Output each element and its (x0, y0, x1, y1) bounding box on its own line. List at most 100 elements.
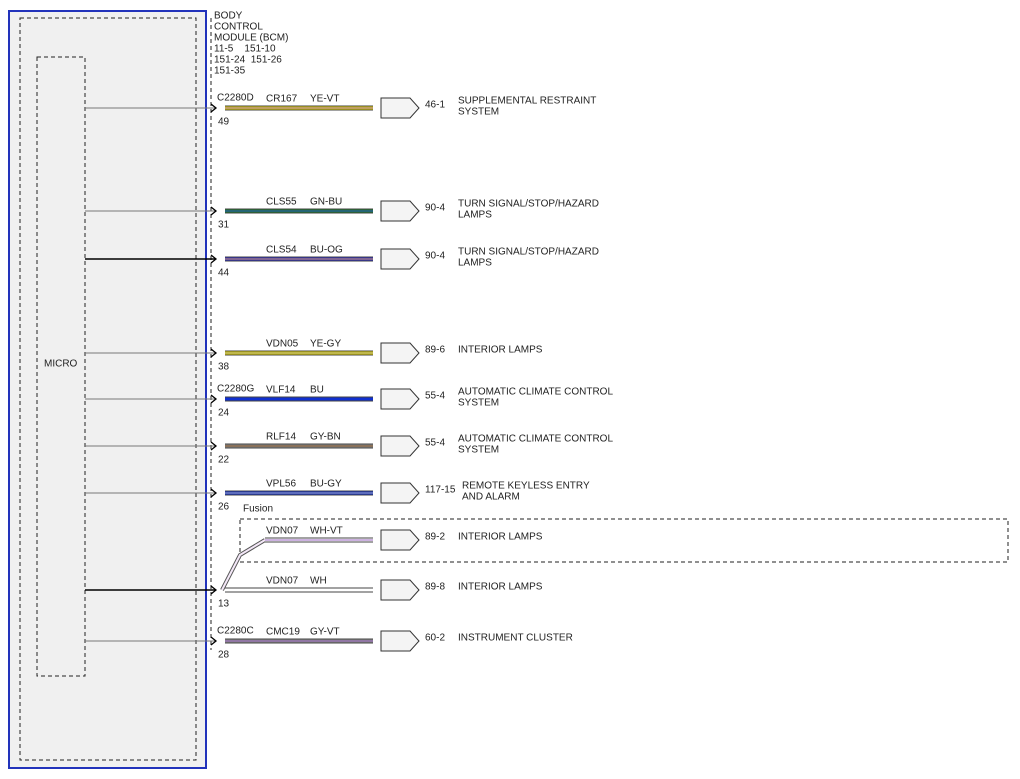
fusion-label: Fusion (243, 504, 273, 515)
wire: 13 VDN07 WH 89-8 INTERIOR LAMPS (85, 576, 543, 610)
pin-arrow (210, 585, 218, 595)
wire-color-code: BU-OG (310, 245, 343, 256)
dest-pin: 89-2 (425, 532, 445, 543)
circuit: CR167 (266, 94, 298, 105)
module-label: 151-24 151-26 (214, 55, 282, 66)
pin: 31 (218, 220, 230, 231)
pin-arrow (210, 441, 218, 451)
wire: 31 CLS55 GN-BU 90-4 TURN SIGNAL/STOP/HAZARDL… (85, 197, 599, 231)
pin: 38 (218, 362, 230, 373)
wire: 49 C2280D CR167 YE-VT 46-1 SUPPLEMENTAL RESTR… (85, 93, 596, 128)
dest-label: TURN SIGNAL/STOP/HAZARD (458, 247, 599, 258)
wire-color-code: BU-GY (310, 479, 342, 490)
dest-connector (380, 630, 420, 652)
dest-pin: 89-8 (425, 582, 445, 593)
dest-label: LAMPS (458, 258, 492, 269)
module-label: 151-35 (214, 66, 246, 77)
circuit: CLS55 (266, 197, 297, 208)
dest-connector (380, 342, 420, 364)
dest-label: INSTRUMENT CLUSTER (458, 633, 573, 644)
circuit: VPL56 (266, 479, 296, 490)
dest-label: AUTOMATIC CLIMATE CONTROL (458, 434, 613, 445)
wire-color-code: YE-GY (310, 339, 341, 350)
dest-label: AUTOMATIC CLIMATE CONTROL (458, 387, 613, 398)
circuit: VLF14 (266, 385, 296, 396)
wire: 24 C2280G VLF14 BU 55-4 AUTOMATIC CLIMATE CON… (85, 384, 613, 419)
dest-pin: 46-1 (425, 100, 445, 111)
wire: 28 C2280C CMC19 GY-VT 60-2 INSTRUMENT CLUSTER (85, 626, 573, 661)
dest-pin: 89-6 (425, 345, 445, 356)
module-box (8, 10, 207, 769)
micro-label: MICRO (44, 359, 78, 370)
wire-color-code: YE-VT (310, 94, 339, 105)
dest-pin: 60-2 (425, 633, 445, 644)
pin: 24 (218, 408, 230, 419)
wire: 22 RLF14 GY-BN 55-4 AUTOMATIC CLIMATE CONTRO… (85, 432, 613, 466)
wire: VDN07 WH-VT 89-2 INTERIOR LAMPS (220, 526, 543, 591)
splice (220, 538, 267, 591)
pin: 26 (218, 502, 230, 513)
wire-color-code: WH-VT (310, 526, 343, 537)
wire-color-code: GY-VT (310, 627, 340, 638)
pin: 28 (218, 650, 230, 661)
wire: 38 VDN05 YE-GY 89-6 INTERIOR LAMPS (85, 339, 543, 373)
module-inner (19, 17, 197, 761)
dest-connector (380, 529, 420, 551)
wire-color-code: WH (310, 576, 327, 587)
wire-color-code: GN-BU (310, 197, 342, 208)
dest-connector (380, 200, 420, 222)
connector: C2280D (217, 93, 254, 104)
dest-connector (380, 579, 420, 601)
module-label: BODY (214, 11, 243, 22)
circuit: CLS54 (266, 245, 297, 256)
dest-connector (380, 248, 420, 270)
module-label: MODULE (BCM) (214, 33, 288, 44)
wire-color-code: BU (310, 385, 324, 396)
dest-label: SUPPLEMENTAL RESTRAINT (458, 96, 596, 107)
dest-pin: 117-15 (425, 485, 456, 496)
circuit: VDN05 (266, 339, 299, 350)
wire: 26 VPL56 BU-GY 117-15 REMOTE KEYLESS ENTRYAN… (85, 479, 590, 513)
dest-pin: 90-4 (425, 251, 445, 262)
dest-label: SYSTEM (458, 107, 499, 118)
dest-pin: 55-4 (425, 391, 445, 402)
pin-arrow (210, 206, 218, 216)
pin: 22 (218, 455, 230, 466)
dest-label: SYSTEM (458, 398, 499, 409)
dest-label: SYSTEM (458, 445, 499, 456)
circuit: VDN07 (266, 526, 299, 537)
dest-label: INTERIOR LAMPS (458, 532, 543, 543)
dest-label: INTERIOR LAMPS (458, 345, 543, 356)
circuit: VDN07 (266, 576, 299, 587)
pin-arrow (210, 103, 218, 113)
circuit: RLF14 (266, 432, 296, 443)
dest-label: LAMPS (458, 210, 492, 221)
dest-label: INTERIOR LAMPS (458, 582, 543, 593)
wire: 44 CLS54 BU-OG 90-4 TURN SIGNAL/STOP/HAZARDL… (85, 245, 599, 279)
pin-arrow (210, 488, 218, 498)
dest-pin: 90-4 (425, 203, 445, 214)
pin-arrow (210, 254, 218, 264)
module-label: 11-5 151-10 (214, 44, 276, 55)
micro-box (36, 56, 86, 677)
pin: 44 (218, 268, 230, 279)
pin-arrow (210, 394, 218, 404)
dest-connector (380, 435, 420, 457)
dest-connector (380, 388, 420, 410)
pin: 13 (218, 599, 230, 610)
pin-arrow (210, 348, 218, 358)
circuit: CMC19 (266, 627, 300, 638)
pin-arrow (210, 636, 218, 646)
connector: C2280G (217, 384, 254, 395)
connector: C2280C (217, 626, 254, 637)
splice (221, 539, 266, 591)
wire-color-code: GY-BN (310, 432, 341, 443)
dest-connector (380, 97, 420, 119)
pin: 49 (218, 117, 230, 128)
dest-connector (380, 482, 420, 504)
dest-pin: 55-4 (425, 438, 445, 449)
dest-label: TURN SIGNAL/STOP/HAZARD (458, 199, 599, 210)
module-label: CONTROL (214, 22, 263, 33)
dest-label: AND ALARM (462, 492, 520, 503)
